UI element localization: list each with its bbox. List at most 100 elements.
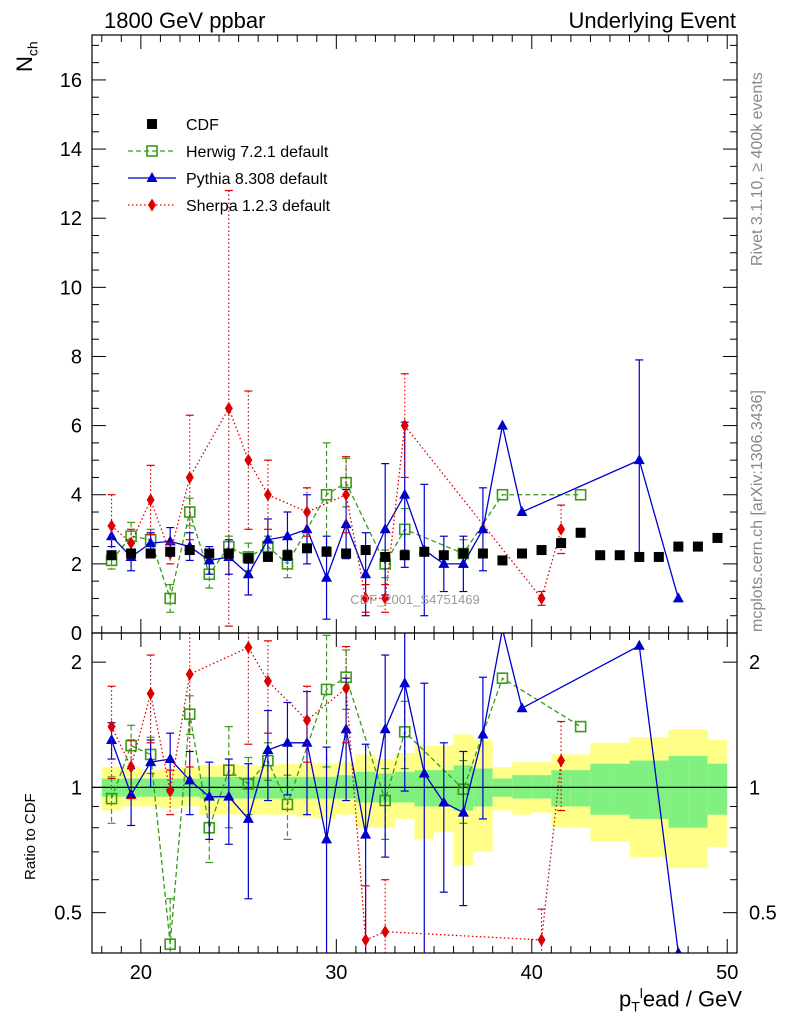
marker-diamond [263,674,272,688]
marker-square [145,548,156,559]
legend-entry: CDF [147,117,219,134]
ratio-series-sherpa-1-2-3-default [107,633,566,953]
marker-triangle [477,523,489,534]
marker-diamond [146,687,155,701]
ratio-band-inner [649,760,669,819]
header-right-title: Underlying Event [568,8,736,33]
marker-square [243,553,254,564]
x-axis-label-sub: T [631,998,640,1015]
marker-square [614,550,625,561]
y-axis-label-main-text: N [12,56,37,72]
marker-diamond [342,681,351,695]
marker-triangle [379,723,391,734]
marker-square [360,545,371,556]
marker-square [438,550,449,561]
y-tick-label-main: 10 [60,277,82,299]
ratio-uncertainty-bands [101,729,728,869]
marker-square [497,555,508,566]
marker-open-square [496,488,509,501]
marker-triangle [281,736,293,747]
marker-triangle [438,796,450,807]
marker-triangle [125,788,137,799]
legend-entry: Sherpa 1.2.3 default [128,198,331,215]
marker-triangle [438,557,450,568]
marker-triangle [496,633,508,634]
marker-triangle [477,728,489,739]
y-tick-label-ratio-right: 0.5 [749,903,777,925]
y-tick-label-ratio: 2 [71,652,82,674]
marker-open-square [496,672,509,684]
marker-open-square [574,720,587,733]
ratio-band-inner [609,763,630,815]
marker-triangle [457,806,469,817]
main-series-layer [105,189,723,627]
y-tick-label-ratio-right: 1 [749,777,760,799]
marker-triangle [633,639,645,650]
marker-triangle [516,702,528,713]
y-tick-label-ratio: 1 [71,777,82,799]
marker-diamond [303,505,311,519]
marker-triangle [301,736,313,747]
x-axis-label: pTlead / GeV [619,985,742,1015]
marker-diamond [224,401,233,415]
marker-triangle [203,790,215,801]
main-series-cdf [106,527,723,566]
marker-square [712,532,723,543]
y-tick-label-main: 4 [71,485,82,507]
marker-triangle [457,557,469,568]
marker-diamond [381,925,390,939]
marker-diamond [342,488,351,502]
marker-square [517,548,527,559]
marker-open-square [183,708,196,720]
marker-square [399,550,410,561]
marker-square [302,543,312,554]
marker-open-square [320,488,333,501]
marker-diamond [148,198,156,212]
x-axis-label-sup: l [639,985,643,1001]
marker-square [380,551,391,562]
marker-diamond [400,419,409,433]
marker-diamond [557,522,566,536]
marker-triangle [164,753,176,764]
marker-triangle [633,454,645,465]
marker-square [184,545,195,556]
marker-triangle [321,833,333,844]
marker-triangle [184,774,196,785]
legend-label: Sherpa 1.2.3 default [186,198,331,215]
marker-diamond [361,591,370,605]
marker-square [126,548,137,559]
marker-diamond [166,784,175,798]
marker-square [575,527,586,538]
marker-square [692,541,703,552]
x-tick-label: 30 [325,962,347,984]
y-tick-label-main: 0 [71,623,82,645]
marker-open-square [146,145,158,157]
series-line [111,406,562,600]
marker-diamond [127,760,136,774]
marker-square [595,550,606,561]
marker-diamond [557,754,566,768]
y-tick-label-main: 2 [71,554,82,576]
marker-square [147,119,157,129]
marker-triangle [145,537,157,548]
y-tick-label-ratio: 0.5 [54,903,82,925]
marker-open-square [183,506,196,518]
marker-diamond [127,536,136,550]
x-tick-label: 50 [716,962,738,984]
marker-square [204,548,215,559]
marker-triangle [203,554,215,565]
y-tick-label-ratio-right: 2 [749,652,760,674]
marker-square [223,548,234,559]
marker-square [165,546,176,557]
marker-triangle [675,947,682,953]
side-text-mcplots: mcplots.cern.ch [arXiv:1306.3436] [749,390,766,632]
marker-diamond [244,453,253,467]
marker-open-square [164,938,176,950]
marker-triangle [399,677,411,688]
x-axis-label-rest: ead / GeV [642,986,742,1012]
legend-label: Herwig 7.2.1 default [186,144,329,161]
analysis-watermark: CDF_2001_S4751469 [350,592,479,607]
marker-triangle [516,506,528,517]
marker-triangle [496,419,508,430]
marker-diamond [361,933,370,947]
